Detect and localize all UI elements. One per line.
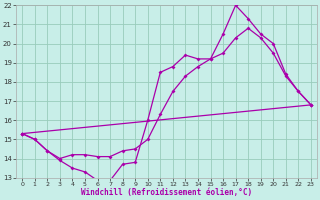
X-axis label: Windchill (Refroidissement éolien,°C): Windchill (Refroidissement éolien,°C)	[81, 188, 252, 197]
